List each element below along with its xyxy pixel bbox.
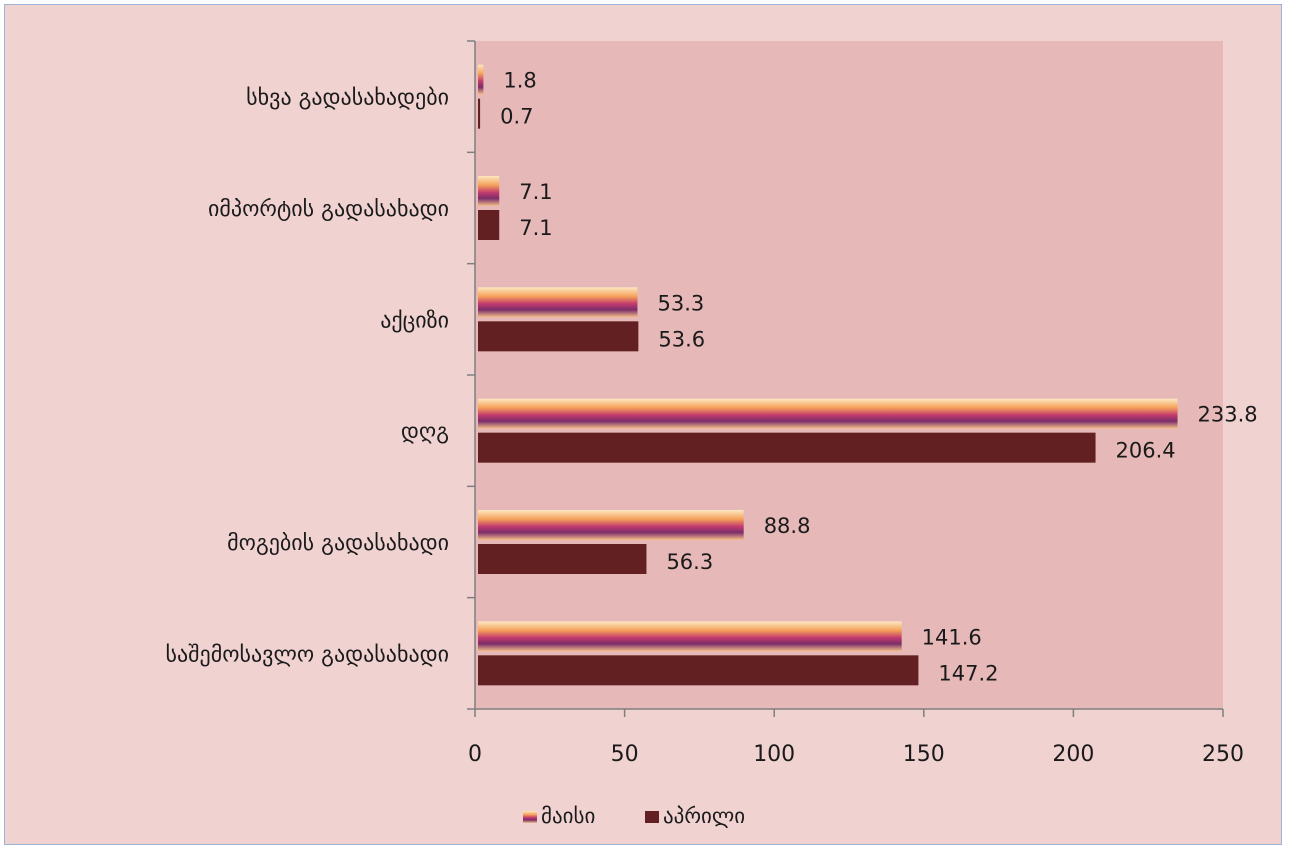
x-tick-label: 150 [903, 742, 945, 767]
category-label: სხვა გადასახადები [246, 86, 449, 111]
legend-label-series-2: აპრილი [663, 804, 745, 828]
data-label-series-2: 147.2 [938, 661, 998, 685]
data-label-series-1: 141.6 [922, 625, 982, 649]
data-label-series-1: 7.1 [519, 180, 552, 204]
legend: მაისი აპრილი [523, 804, 745, 828]
bar-series-2 [478, 655, 919, 686]
category-label: დღგ [401, 420, 449, 445]
x-tick-label: 100 [753, 742, 795, 767]
axes-layer [467, 40, 1224, 717]
category-label: მოგების გადასახადი [227, 531, 449, 556]
x-tick-label: 50 [611, 742, 639, 767]
bar-series-2 [478, 98, 481, 129]
x-tick-label: 0 [468, 742, 482, 767]
bar-series-1 [478, 64, 484, 95]
labels-layer: 0 50 100 150 200 250 სხვა გადასახადები 1.8 0.7 იმ… [166, 69, 1258, 767]
bar-chart: 0 50 100 150 200 250 სხვა გადასახადები 1.8 0.7 იმ… [166, 40, 1258, 828]
category-label: აქციზი [380, 308, 449, 333]
legend-swatch-series-1 [523, 811, 537, 823]
bar-series-1 [478, 398, 1178, 429]
data-label-series-1: 88.8 [764, 514, 811, 538]
category-label: იმპორტის გადასახადი [208, 197, 449, 222]
legend-swatch-series-2 [645, 811, 659, 823]
plot-area [475, 41, 1223, 709]
category-label: საშემოსავლო გადასახადი [166, 642, 450, 667]
data-label-series-1: 233.8 [1198, 403, 1258, 427]
x-tick-label: 200 [1052, 742, 1094, 767]
data-label-series-2: 0.7 [500, 105, 533, 129]
data-label-series-2: 206.4 [1116, 439, 1176, 463]
bar-series-2 [478, 432, 1096, 463]
data-label-series-2: 7.1 [519, 216, 552, 240]
bars-layer [478, 64, 1178, 686]
bar-series-2 [478, 210, 500, 240]
chart-frame: 0 50 100 150 200 250 სხვა გადასახადები 1.8 0.7 იმ… [4, 4, 1282, 845]
data-label-series-1: 1.8 [503, 69, 536, 93]
x-tick-label: 250 [1202, 742, 1244, 767]
data-label-series-2: 53.6 [658, 327, 705, 351]
bar-series-1 [478, 621, 902, 652]
bar-series-2 [478, 544, 647, 574]
bar-series-2 [478, 321, 639, 352]
bar-series-1 [478, 510, 744, 540]
data-label-series-1: 53.3 [657, 291, 704, 315]
data-label-series-2: 56.3 [666, 550, 713, 574]
bar-series-1 [478, 287, 638, 318]
bar-series-1 [478, 176, 500, 206]
legend-label-series-1: მაისი [541, 804, 595, 828]
